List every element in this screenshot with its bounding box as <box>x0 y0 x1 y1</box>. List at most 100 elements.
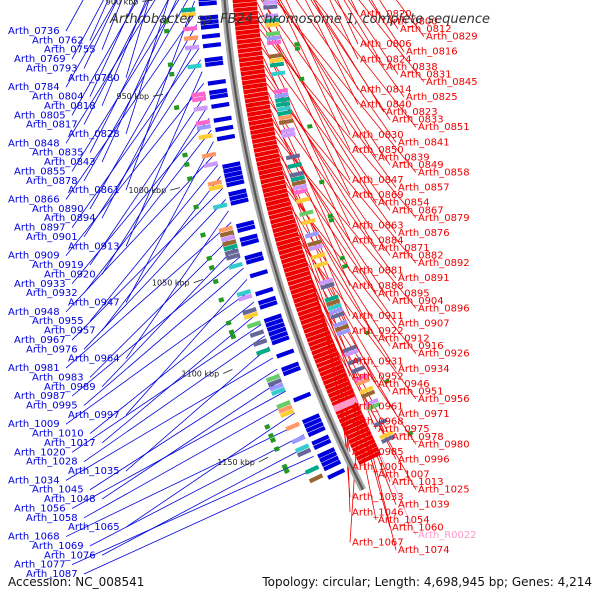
gene-label: Arth_0926 <box>418 349 470 360</box>
cog-category-block <box>279 408 295 419</box>
kbp-tick-mark <box>223 369 233 374</box>
gene-label: Arth_0952 <box>352 371 404 382</box>
gene-connector <box>101 445 309 556</box>
cog-category-block <box>294 443 310 454</box>
kbp-tick-mark <box>153 94 164 97</box>
gene-connector <box>89 164 219 322</box>
cog-category-block <box>280 127 295 134</box>
cog-category-block <box>270 386 286 396</box>
gene-connector <box>305 0 359 105</box>
forward-strand-gene <box>215 124 234 133</box>
reverse-strand-gene <box>243 86 268 95</box>
reverse-strand-gene <box>329 389 354 403</box>
kbp-tick-label: 1050 kbp <box>152 279 190 288</box>
gene-label: Arth_0831 <box>400 69 452 80</box>
forward-strand-gene <box>269 330 289 341</box>
cog-category-block <box>373 418 388 428</box>
gc-marker <box>193 204 200 210</box>
cog-category-block <box>291 434 306 445</box>
forward-strand-gene <box>228 188 247 197</box>
reverse-strand-gene <box>233 10 259 18</box>
map-title: Arthrobacter sp. FB24 chromosome 1, comp… <box>109 12 490 27</box>
gene-connector <box>83 59 201 238</box>
forward-strand-gene <box>229 192 248 202</box>
gene-label: Arth_0989 <box>44 382 96 393</box>
gene-label: Arth_0825 <box>406 92 458 103</box>
gene-label: Arth_0987 <box>14 391 66 402</box>
cog-category-block <box>263 4 278 10</box>
gene-label: Arth_0755 <box>44 45 96 56</box>
gene-label: Arth_0884 <box>352 235 404 246</box>
forward-strand-gene <box>239 233 258 243</box>
reverse-strand-gene <box>235 28 260 36</box>
cog-category-block <box>296 447 312 458</box>
forward-strand-gene <box>282 365 301 377</box>
gene-label: Arth_0861 <box>68 185 120 196</box>
gene-connector <box>71 324 262 453</box>
cog-category-block <box>225 252 241 261</box>
gene-label: Arth_0824 <box>360 54 412 65</box>
reverse-strand-gene <box>287 275 312 287</box>
reverse-strand-gene <box>237 42 262 49</box>
gene-connector <box>284 181 391 347</box>
gene-connector <box>83 199 226 350</box>
cog-category-block <box>242 306 257 316</box>
reverse-strand-gene <box>298 309 323 321</box>
gene-label: Arth_0916 <box>392 341 444 352</box>
reverse-strand-gene <box>241 73 266 81</box>
gene-label: Arth_0946 <box>378 379 430 390</box>
gene-label: Arth_0814 <box>360 84 412 95</box>
reverse-strand-gene <box>314 351 339 365</box>
gene-label: Arth_1060 <box>392 522 444 533</box>
gene-label: Arth_0878 <box>26 176 78 187</box>
forward-strand-gene <box>207 78 227 86</box>
cog-category-block <box>379 430 394 440</box>
cog-category-block <box>278 118 294 126</box>
gc-marker <box>298 76 305 82</box>
forward-strand-gene <box>237 224 256 234</box>
kbp-tick-mark <box>193 278 204 284</box>
gene-label: Arth_0934 <box>398 364 450 375</box>
gene-label: Arth_0894 <box>44 213 96 224</box>
gene-label: Arth_0762 <box>32 35 84 46</box>
gene-connector <box>71 187 224 341</box>
reverse-strand-gene <box>273 227 298 238</box>
cog-category-block <box>218 225 234 234</box>
gene-connector <box>334 346 417 490</box>
cog-category-block <box>304 230 320 239</box>
cog-category-block <box>275 101 291 108</box>
gene-label: Arth_0839 <box>378 152 430 163</box>
reverse-strand-gene <box>282 257 307 269</box>
reverse-strand-gene <box>349 434 374 449</box>
reverse-strand-gene <box>258 166 283 176</box>
gene-connector <box>125 210 229 359</box>
gene-label: Arth_0817 <box>26 120 78 131</box>
gene-connector <box>337 0 359 45</box>
gene-connector <box>89 0 109 41</box>
gene-label: Arth_1034 <box>8 475 60 486</box>
gene-connector <box>83 466 319 575</box>
forward-strand-gene <box>205 60 224 68</box>
gene-label: Arth_0820 <box>360 9 412 20</box>
gene-label: Arth_0847 <box>352 175 404 186</box>
reverse-strand-gene <box>290 283 315 295</box>
reverse-strand-gene <box>247 113 273 122</box>
reverse-strand-gene <box>240 68 265 77</box>
backbone <box>221 0 366 492</box>
forward-strand-gene <box>305 421 324 433</box>
gene-connector <box>293 216 351 377</box>
reverse-strand-gene <box>235 24 260 31</box>
gene-label: Arth_0975 <box>378 424 430 435</box>
forward-strand-gene <box>249 269 269 279</box>
gene-label: Arth_1048 <box>44 494 96 505</box>
gc-marker <box>218 297 225 303</box>
forward-strand-gene <box>200 19 219 26</box>
cog-category-block <box>191 96 207 103</box>
cog-category-block <box>281 131 296 139</box>
gene-connector <box>101 0 123 50</box>
gene-connector <box>65 83 205 256</box>
gene-label: Arth_1039 <box>398 500 450 511</box>
kbp-tick-label: 1000 kbp <box>129 186 167 195</box>
gene-connector <box>89 0 136 97</box>
kbp-tick-label: 1150 kbp <box>217 458 255 467</box>
